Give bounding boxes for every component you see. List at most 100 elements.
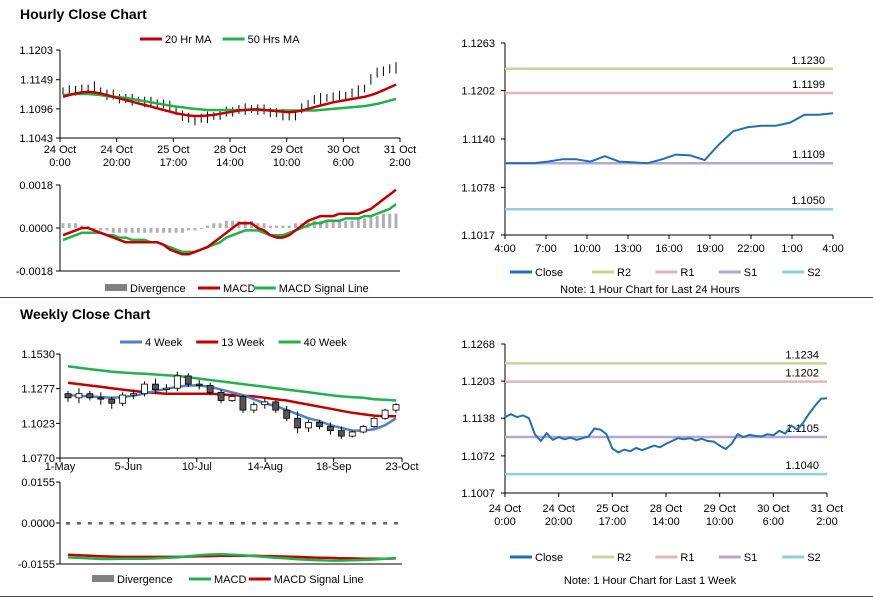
- weekly-levels-note: Note: 1 Hour Chart for Last 1 Week: [564, 575, 737, 587]
- hourly-levels-x-tick-label: 16:00: [655, 243, 683, 255]
- weekly-levels-level-r2-label: 1.1234: [785, 349, 819, 361]
- hourly-divergence-bar: [168, 228, 172, 233]
- weekly-candle-body: [305, 422, 312, 429]
- hourly-divergence-bar: [224, 220, 228, 228]
- weekly-ma40-line: [67, 365, 397, 402]
- weekly-divergence-bar: [87, 522, 92, 525]
- weekly-macd-y-tick-label: 0.0000: [21, 518, 55, 530]
- weekly-divergence-bar: [251, 522, 256, 525]
- weekly-levels-close-line: [504, 397, 828, 454]
- weekly-levels-x-tick-label: 0:00: [494, 516, 515, 528]
- weekly-divergence-bar: [197, 522, 202, 525]
- hourly-levels-x-tick-label: 4:00: [494, 243, 515, 255]
- hourly-divergence-bar: [275, 225, 279, 228]
- hourly-divergence-bar: [369, 216, 373, 228]
- weekly-levels-x-tick-label: 14:00: [652, 516, 680, 528]
- hourly-divergence-bar: [293, 223, 297, 228]
- weekly-levels-x-tick-label: 24 Oct: [542, 503, 574, 515]
- hourly-divergence-bar: [256, 223, 260, 228]
- weekly-ma4-line: [67, 384, 397, 432]
- weekly-levels-legend-label: Close: [535, 552, 563, 564]
- weekly-price-y-tick-label: 1.1530: [21, 349, 55, 361]
- weekly-price-x-tick-label: 10-Jul: [182, 461, 212, 473]
- hourly-divergence-bar: [67, 223, 71, 228]
- hourly-divergence-bar: [92, 228, 96, 229]
- weekly-levels-legend-label: S2: [807, 552, 820, 564]
- weekly-candle-body: [173, 375, 181, 389]
- hourly-levels-note: Note: 1 Hour Chart for Last 24 Hours: [560, 284, 740, 296]
- hourly-price-x-tick-label: 24 Oct: [100, 144, 132, 156]
- weekly-candle-body: [261, 401, 269, 406]
- weekly-divergence-bar: [339, 522, 344, 525]
- weekly-candle-body: [184, 375, 192, 385]
- weekly-candle-body: [64, 393, 72, 399]
- hourly-levels-y-tick-label: 1.1263: [461, 38, 495, 50]
- hourly-divergence-bar: [212, 223, 216, 228]
- hourly-divergence-bar: [337, 220, 341, 228]
- weekly-price-legend-label: 40 Week: [304, 337, 348, 349]
- weekly-divergence-bar: [98, 522, 103, 525]
- hourly-divergence-bar: [287, 225, 291, 228]
- weekly-divergence-bar: [262, 522, 267, 525]
- weekly-levels-x-tick-label: 25 Oct: [596, 503, 628, 515]
- weekly-levels-legend-label: S1: [744, 552, 757, 564]
- weekly-candle-body: [108, 398, 116, 404]
- weekly-divergence-bar: [284, 522, 289, 525]
- hourly-divergence-bar: [350, 220, 354, 228]
- weekly-divergence-bar: [76, 522, 81, 525]
- weekly-candle-body: [75, 393, 83, 399]
- weekly-macd-legend-label: Divergence: [117, 574, 173, 586]
- weekly-divergence-bar: [295, 522, 300, 525]
- weekly-divergence-bar: [175, 522, 180, 525]
- hourly-divergence-bar: [325, 220, 329, 228]
- weekly-divergence-bar: [142, 522, 147, 525]
- hourly-divergence-bar: [143, 228, 147, 233]
- weekly-candle-body: [381, 409, 389, 419]
- weekly-levels-legend-label: R1: [680, 552, 694, 564]
- weekly-candle-body: [97, 397, 105, 400]
- weekly-price-x-tick-label: 5-Jun: [115, 461, 143, 473]
- weekly-candle-body: [119, 394, 127, 404]
- hourly-divergence-bar: [180, 228, 184, 233]
- weekly-levels-chart: 1.1268 1.1203 1.1138 1.1072 1.1007 1.1234 1.12…: [461, 339, 843, 587]
- weekly-candle-body: [337, 430, 345, 437]
- hourly-price-x-tick-label: 31 Oct: [384, 144, 416, 156]
- weekly-price-y-tick-label: 1.1023: [21, 418, 55, 430]
- hourly-divergence-bar: [394, 213, 398, 228]
- weekly-divergence-bar: [208, 522, 213, 525]
- weekly-macd-y-tick-label: -0.0155: [18, 559, 55, 571]
- hourly-divergence-bar: [61, 223, 65, 228]
- hourly-levels-legend-label: S1: [744, 267, 757, 279]
- hourly-price-y-tick-label: 1.1203: [19, 45, 53, 57]
- weekly-candle-body: [217, 391, 225, 401]
- weekly-macd-legend-swatch: [92, 575, 114, 582]
- weekly-candle-body: [250, 404, 258, 411]
- weekly-levels-x-tick-label: 17:00: [599, 516, 627, 528]
- weekly-levels-level-r1-label: 1.1202: [785, 368, 819, 380]
- weekly-candle-body: [239, 396, 247, 411]
- weekly-candle-body: [316, 422, 323, 427]
- hourly-price-x-tick-label: 24 Oct: [44, 144, 76, 156]
- weekly-divergence-bar: [306, 522, 311, 525]
- hourly-divergence-bar: [206, 225, 210, 228]
- weekly-price-x-tick-label: 23-Oct: [385, 461, 418, 473]
- hourly-price-y-tick-label: 1.1043: [19, 133, 53, 145]
- weekly-divergence-bar: [273, 522, 278, 525]
- weekly-price-x-tick-label: 1-May: [45, 461, 76, 473]
- weekly-candle-body: [152, 383, 159, 390]
- hourly-price-x-tick-label: 29 Oct: [270, 144, 302, 156]
- weekly-levels-y-tick-label: 1.1138: [462, 413, 495, 425]
- weekly-levels-x-tick-label: 28 Oct: [650, 503, 682, 515]
- hourly-macd-y-tick-label: 0.0018: [19, 180, 53, 192]
- hourly-price-x-tick-label: 28 Oct: [214, 144, 246, 156]
- weekly-divergence-bar: [372, 522, 377, 525]
- hourly-levels-close-line: [505, 112, 834, 165]
- hourly-price-x-tick-label: 17:00: [160, 157, 188, 169]
- weekly-divergence-bar: [109, 522, 114, 525]
- weekly-candle-body: [326, 426, 334, 432]
- hourly-macd-y-tick-label: 0.0000: [19, 223, 53, 235]
- weekly-price-y-tick-label: 1.0770: [21, 453, 55, 465]
- hourly-divergence-bar: [99, 228, 103, 231]
- hourly-divergence-bar: [388, 213, 392, 228]
- weekly-levels-level-s1-label: 1.1105: [786, 423, 819, 435]
